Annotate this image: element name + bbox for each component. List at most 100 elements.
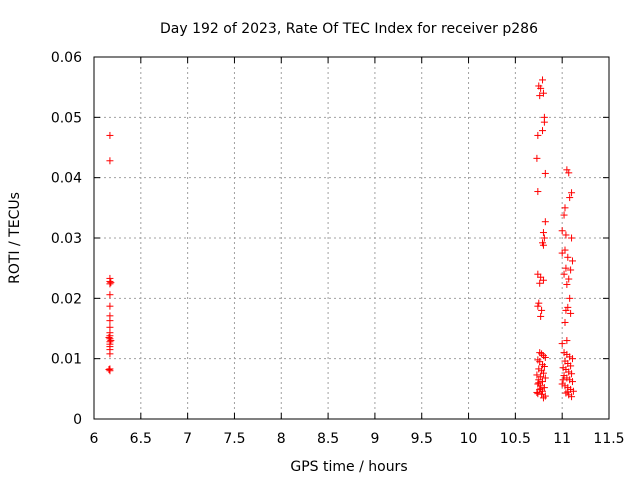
data-point [558,227,566,235]
data-point [540,234,548,242]
y-tick-label: 0.05 [51,110,82,126]
data-point [568,370,576,378]
data-point [106,367,114,375]
x-tick-label: 8 [277,431,286,447]
data-point [539,276,547,284]
data-point [560,270,568,278]
data-point [539,369,547,377]
x-tick-label: 10 [460,431,478,447]
y-tick-label: 0.03 [51,231,82,247]
data-point [106,317,114,325]
data-point [541,218,549,226]
data-point [535,299,543,307]
data-point [534,390,542,398]
data-point [569,387,577,395]
x-tick-label: 6 [90,431,99,447]
y-tick-label: 0.06 [51,50,82,66]
x-tick-label: 11 [553,431,571,447]
data-point [567,266,575,274]
data-point [564,388,572,396]
data-point [107,337,115,345]
data-point [105,366,113,374]
data-point [106,280,114,288]
grid-lines [94,57,609,419]
x-tick-label: 10.5 [500,431,531,447]
data-point [537,84,545,92]
data-point [538,390,546,398]
data-point [534,302,542,310]
y-axis-label: ROTI / TECUs [7,192,23,284]
chart-title: Day 192 of 2023, Rate Of TEC Index for r… [160,21,538,37]
data-point [563,280,571,288]
data-point [568,189,576,197]
data-point [568,355,576,363]
data-point [568,257,576,265]
data-point [539,127,547,135]
data-point [541,353,549,361]
data-point [558,340,566,348]
data-point [540,118,548,126]
plot-frame [93,56,610,420]
data-point [105,334,113,342]
axis-ticks: 6 6.5 7 7.5 8 8.5 9 9.5 10 10.5 11 11.5 0 0.01 0.02 0.0… [51,50,625,447]
data-point [534,131,542,139]
data-point [538,306,546,314]
data-point [106,350,114,358]
data-point [558,249,566,257]
x-axis-label: GPS time / hours [290,459,407,475]
x-tick-label: 6.5 [130,431,152,447]
data-point [568,234,576,242]
data-point [533,154,541,162]
data-point [539,352,547,360]
x-tick-label: 7 [183,431,192,447]
data-point [539,394,547,402]
data-point [539,241,547,249]
data-point [538,350,546,358]
y-tick-label: 0.02 [51,291,82,307]
data-point [541,169,549,177]
data-point [561,204,569,212]
data-point [563,166,571,174]
data-point [540,363,548,371]
data-point [568,393,576,401]
y-tick-label: 0.04 [51,171,82,187]
data-point [539,378,547,386]
x-tick-label: 11.5 [593,431,624,447]
data-point [533,371,541,379]
x-tick-label: 9.5 [411,431,433,447]
data-point [560,211,568,219]
data-point [565,169,573,177]
data-point [562,231,570,239]
x-tick-label: 7.5 [223,431,245,447]
x-tick-label: 8.5 [317,431,339,447]
data-point [564,303,572,311]
data-point [106,302,114,310]
data-point [563,337,571,345]
data-point [107,279,115,287]
data-point [539,76,547,84]
data-point [564,253,572,261]
data-point [540,384,548,392]
data-point [106,131,114,139]
data-point [536,279,544,287]
x-tick-label: 9 [370,431,379,447]
data-point [539,229,547,237]
data-point [539,89,547,97]
data-point [536,349,544,357]
data-point [106,291,114,299]
data-point [567,362,575,370]
data-point [566,194,574,202]
y-tick-label: 0 [73,412,82,428]
data-point [566,294,574,302]
data-point [535,379,543,387]
data-point [559,376,567,384]
data-point [567,309,575,317]
data-point [561,318,569,326]
data-point [568,378,576,386]
data-point [534,188,542,196]
data-point [565,275,573,283]
data-point [533,388,541,396]
data-points [105,76,577,402]
data-point [562,264,570,272]
